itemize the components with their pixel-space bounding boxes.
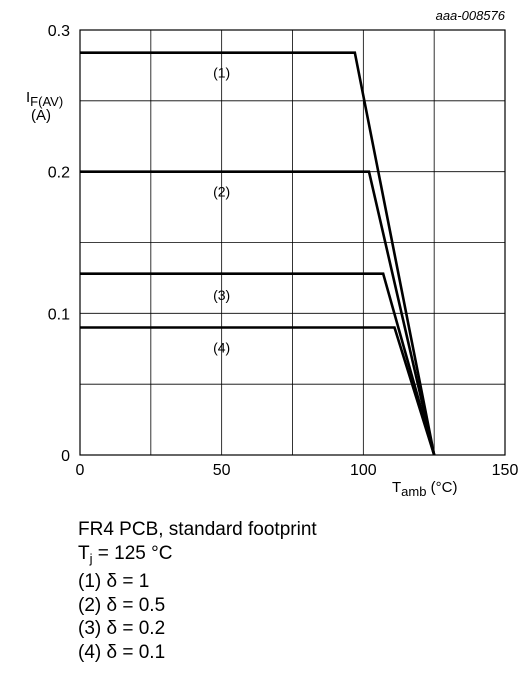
series-label-1: (1)	[213, 65, 230, 81]
note-line-series-2: (2) δ = 0.5	[78, 594, 166, 616]
x-tick-label: 0	[76, 462, 85, 479]
series-curves	[80, 51, 436, 456]
series-line-2	[80, 170, 436, 456]
note-line-series-1: (1) δ = 1	[78, 571, 150, 592]
chart-notes: FR4 PCB, standard footprint Tj = 125 °C …	[78, 518, 317, 664]
y-tick-label: 0.1	[48, 306, 70, 323]
note-line-series-4: (4) δ = 0.1	[78, 641, 166, 663]
series-label-4: (4)	[213, 339, 230, 355]
y-tick-label: 0	[61, 448, 70, 465]
x-axis-label-unit: (°C)	[426, 479, 457, 496]
note-line-series-3: (3) δ = 0.2	[78, 618, 166, 639]
y-axis-label-sub: F(AV)	[30, 94, 63, 109]
y-axis-label-main: I	[26, 89, 30, 106]
series-line-1	[80, 51, 436, 456]
note-line-pcb: FR4 PCB, standard footprint	[78, 519, 317, 540]
plot-frame	[79, 29, 506, 456]
y-axis-label: IF(AV)	[26, 89, 63, 109]
figure-id: aaa-008576	[436, 8, 506, 23]
x-axis-label-sub: amb	[401, 484, 426, 499]
tick-labels: 0 0.1 0.2 0.3 0 50 100 150	[48, 23, 519, 479]
x-tick-label: 100	[350, 462, 377, 479]
x-axis-label-main: T	[392, 479, 401, 496]
series-line-4	[80, 326, 436, 456]
y-tick-label: 0.2	[48, 165, 70, 182]
x-tick-label: 50	[213, 462, 231, 479]
y-axis-unit: (A)	[31, 107, 51, 124]
note-tj-sub: j	[89, 550, 93, 566]
note-tj-rest: = 125 °C	[92, 542, 173, 564]
series-labels: (1) (2) (3) (4)	[213, 65, 230, 356]
y-tick-label: 0.3	[48, 23, 70, 40]
derating-chart: 0 0.1 0.2 0.3 0 50 100 150 (1) (2) (3) (4) aaa-008…	[26, 8, 519, 499]
series-line-3	[80, 272, 436, 456]
series-label-3: (3)	[213, 287, 230, 303]
note-line-tj: Tj = 125 °C	[78, 542, 317, 571]
note-tj-main: T	[78, 542, 90, 564]
series-label-2: (2)	[213, 184, 230, 200]
x-tick-label: 150	[492, 462, 519, 479]
x-axis-label: Tamb (°C)	[392, 479, 457, 499]
grid-lines	[79, 29, 506, 456]
